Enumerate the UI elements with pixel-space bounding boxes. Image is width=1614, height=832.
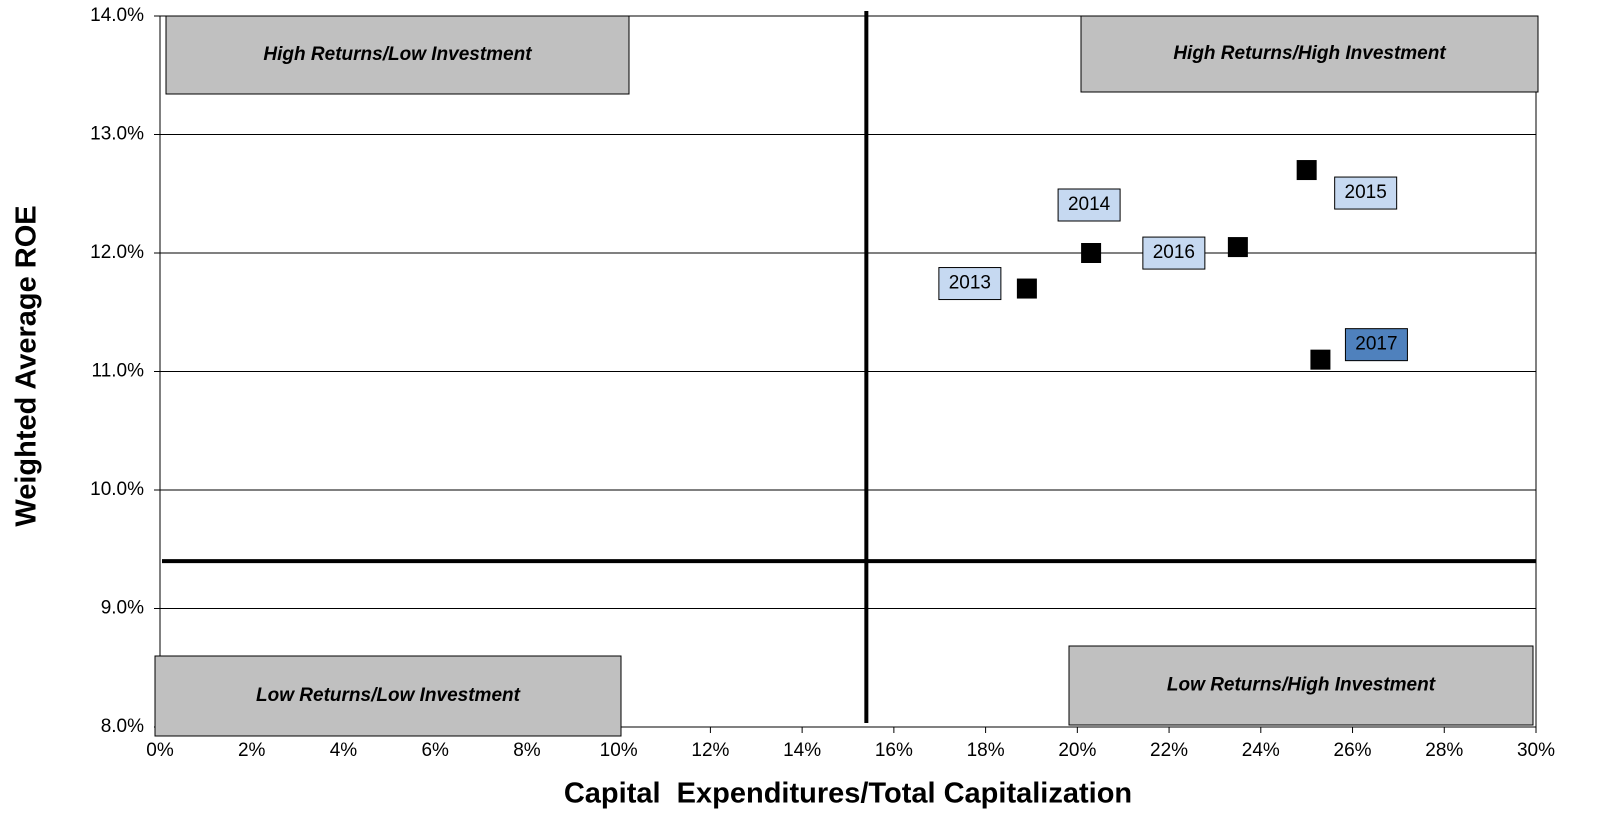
x-tick-label: 28% xyxy=(1425,740,1463,761)
point-label: 2016 xyxy=(1153,242,1195,263)
x-tick-label: 24% xyxy=(1242,740,1280,761)
point-label: 2017 xyxy=(1355,334,1397,355)
point xyxy=(1227,237,1248,258)
quadrant-box xyxy=(165,15,630,95)
point xyxy=(1016,278,1037,299)
x-tick-label: 2% xyxy=(238,740,266,761)
x-tick-label: 0% xyxy=(146,740,174,761)
quadrant-label: High Returns/Low Investment xyxy=(263,44,532,65)
x-tick-label: 6% xyxy=(421,740,449,761)
point-label: 2015 xyxy=(1345,182,1387,203)
quadrant-box xyxy=(154,655,622,737)
y-axis-title: Weighted Average ROE xyxy=(11,205,43,526)
x-tick-label: 14% xyxy=(783,740,821,761)
y-tick-label: 10.0% xyxy=(90,479,144,500)
point-label-box xyxy=(1057,188,1121,222)
point-label: 2014 xyxy=(1068,194,1111,215)
x-tick-label: 22% xyxy=(1150,740,1188,761)
point xyxy=(1081,243,1102,263)
y-tick-label: 9.0% xyxy=(101,598,144,619)
quadrant-label: High Returns/High Investment xyxy=(1173,43,1446,64)
y-tick-label: 12.0% xyxy=(90,242,144,263)
point xyxy=(1296,160,1317,181)
point-label-box xyxy=(1142,236,1206,270)
quadrant-box xyxy=(1080,15,1539,93)
x-tick-label: 18% xyxy=(967,740,1005,761)
x-axis-title: Capital Expenditures/Total Capitalizatio… xyxy=(564,778,1132,810)
x-tick-label: 12% xyxy=(691,740,729,761)
quadrant-label: Low Returns/High Investment xyxy=(1167,675,1436,696)
point-label: 2013 xyxy=(949,273,991,294)
x-tick-label: 4% xyxy=(330,740,358,761)
point xyxy=(1310,349,1331,370)
y-tick-label: 14.0% xyxy=(90,5,144,26)
y-tick-label: 13.0% xyxy=(90,124,144,145)
y-tick-label: 11.0% xyxy=(92,361,145,382)
x-tick-label: 16% xyxy=(875,740,913,761)
point-label-box xyxy=(1334,176,1398,210)
quadrant-label: Low Returns/Low Investment xyxy=(256,685,521,706)
x-tick-label: 8% xyxy=(513,740,541,761)
x-tick-label: 30% xyxy=(1517,740,1555,761)
x-tick-label: 26% xyxy=(1334,740,1372,761)
y-tick-label: 8.0% xyxy=(101,716,144,737)
x-tick-label: 10% xyxy=(600,740,638,761)
point-label-box xyxy=(938,267,1002,301)
x-tick-label: 20% xyxy=(1058,740,1096,761)
point-label-box xyxy=(1344,328,1408,362)
quadrant-box xyxy=(1068,645,1534,726)
